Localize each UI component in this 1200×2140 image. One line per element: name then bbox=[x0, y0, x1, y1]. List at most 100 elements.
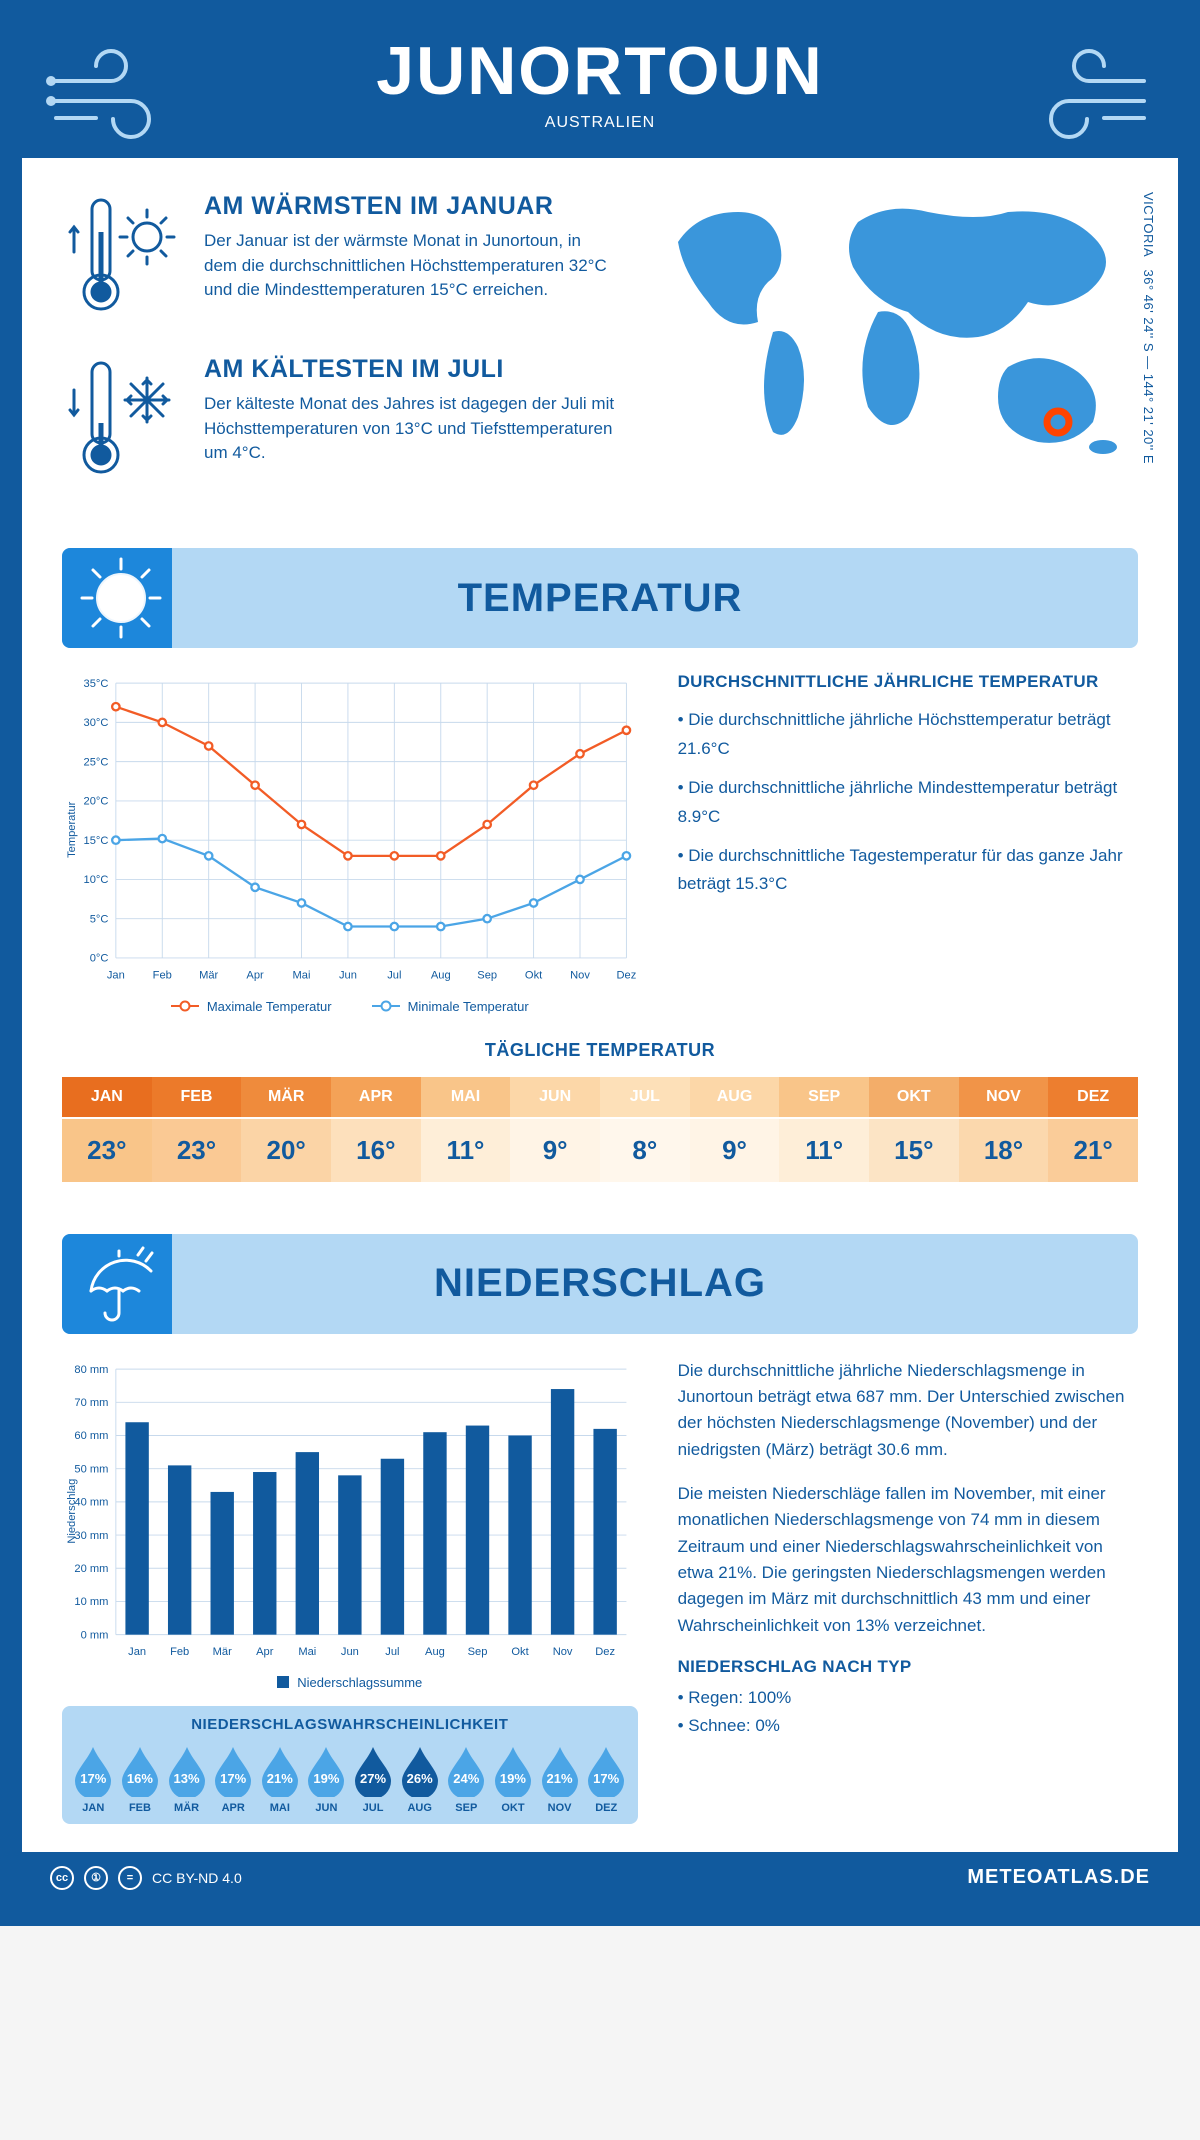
prob-drop: 13%MÄR bbox=[165, 1743, 209, 1814]
coordinates-text: VICTORIA 36° 46' 24'' S — 144° 21' 20'' … bbox=[1141, 192, 1156, 518]
svg-text:Mai: Mai bbox=[298, 1646, 316, 1658]
world-map: VICTORIA 36° 46' 24'' S — 144° 21' 20'' … bbox=[658, 192, 1138, 518]
thermometer-hot-icon bbox=[62, 192, 182, 322]
temp-table-header: MAI bbox=[421, 1077, 511, 1117]
prob-drop: 26%AUG bbox=[398, 1743, 442, 1814]
svg-text:Jul: Jul bbox=[385, 1646, 399, 1658]
svg-text:Okt: Okt bbox=[525, 969, 543, 981]
thermometer-cold-icon bbox=[62, 355, 182, 485]
prob-drop: 19%JUN bbox=[304, 1743, 348, 1814]
fact-cold-title: AM KÄLTESTEN IM JULI bbox=[204, 355, 618, 384]
daily-temp-table: JANFEBMÄRAPRMAIJUNJULAUGSEPOKTNOVDEZ23°2… bbox=[62, 1077, 1138, 1182]
temp-table-header: JAN bbox=[62, 1077, 152, 1117]
prob-drop: 16%FEB bbox=[118, 1743, 162, 1814]
temp-chart-info: DURCHSCHNITTLICHE JÄHRLICHE TEMPERATUR •… bbox=[678, 672, 1138, 1014]
temp-table-cell: 9° bbox=[510, 1117, 600, 1182]
svg-text:60 mm: 60 mm bbox=[74, 1430, 108, 1442]
temp-table-header: JUN bbox=[510, 1077, 600, 1117]
temp-table-header: APR bbox=[331, 1077, 421, 1117]
svg-text:Sep: Sep bbox=[468, 1646, 488, 1658]
prob-drop: 21%NOV bbox=[538, 1743, 582, 1814]
svg-text:35°C: 35°C bbox=[84, 678, 109, 690]
fact-warm-body: Der Januar ist der wärmste Monat in Juno… bbox=[204, 229, 618, 303]
svg-text:80 mm: 80 mm bbox=[74, 1363, 108, 1375]
fact-warm-title: AM WÄRMSTEN IM JANUAR bbox=[204, 192, 618, 221]
svg-text:25°C: 25°C bbox=[84, 756, 109, 768]
temp-table-cell: 9° bbox=[690, 1117, 780, 1182]
svg-text:Mär: Mär bbox=[213, 1646, 232, 1658]
temp-table-header: AUG bbox=[690, 1077, 780, 1117]
svg-text:30 mm: 30 mm bbox=[74, 1529, 108, 1541]
prob-drop: 17%DEZ bbox=[584, 1743, 628, 1814]
svg-text:0°C: 0°C bbox=[90, 953, 109, 965]
temp-table-cell: 8° bbox=[600, 1117, 690, 1182]
svg-text:0 mm: 0 mm bbox=[81, 1629, 109, 1641]
svg-text:Apr: Apr bbox=[256, 1646, 274, 1658]
temp-chart-legend: .legend-item:nth-child(1) .legend-swatch… bbox=[62, 999, 638, 1014]
svg-text:20°C: 20°C bbox=[84, 796, 109, 808]
header: JUNORTOUN AUSTRALIEN bbox=[22, 22, 1178, 158]
temp-table-cell: 21° bbox=[1048, 1117, 1138, 1182]
temp-table-header: OKT bbox=[869, 1077, 959, 1117]
svg-text:Dez: Dez bbox=[595, 1646, 615, 1658]
wind-icon-right bbox=[1014, 46, 1154, 146]
svg-text:Aug: Aug bbox=[431, 969, 451, 981]
svg-text:Jan: Jan bbox=[128, 1646, 146, 1658]
svg-text:Mär: Mär bbox=[199, 969, 218, 981]
prob-drop: 17%APR bbox=[211, 1743, 255, 1814]
svg-text:70 mm: 70 mm bbox=[74, 1397, 108, 1409]
prob-drop: 24%SEP bbox=[444, 1743, 488, 1814]
temp-table-cell: 23° bbox=[62, 1117, 152, 1182]
section-banner-temperature: TEMPERATUR bbox=[62, 548, 1138, 648]
prob-drop: 27%JUL bbox=[351, 1743, 395, 1814]
temperature-line-chart: 0°C5°C10°C15°C20°C25°C30°C35°CJanFebMärA… bbox=[62, 672, 638, 988]
precipitation-bar-chart: 0 mm10 mm20 mm30 mm40 mm50 mm60 mm70 mm8… bbox=[62, 1358, 638, 1664]
umbrella-icon bbox=[76, 1241, 162, 1327]
footer: cc①= CC BY-ND 4.0 METEOATLAS.DE bbox=[22, 1852, 1178, 1904]
temp-table-header: JUL bbox=[600, 1077, 690, 1117]
section-title-temp: TEMPERATUR bbox=[458, 576, 743, 621]
svg-text:Feb: Feb bbox=[153, 969, 172, 981]
svg-text:20 mm: 20 mm bbox=[74, 1563, 108, 1575]
svg-text:Jan: Jan bbox=[107, 969, 125, 981]
svg-text:Nov: Nov bbox=[553, 1646, 573, 1658]
fact-coldest: AM KÄLTESTEN IM JULI Der kälteste Monat … bbox=[62, 355, 618, 490]
prob-drop: 21%MAI bbox=[258, 1743, 302, 1814]
footer-brand: METEOATLAS.DE bbox=[967, 1866, 1150, 1889]
page-title: JUNORTOUN bbox=[22, 32, 1178, 110]
prob-drop: 17%JAN bbox=[71, 1743, 115, 1814]
temp-table-cell: 20° bbox=[241, 1117, 331, 1182]
section-banner-precip: NIEDERSCHLAG bbox=[62, 1234, 1138, 1334]
temp-table-cell: 18° bbox=[959, 1117, 1049, 1182]
temp-table-header: NOV bbox=[959, 1077, 1049, 1117]
prob-drop: 19%OKT bbox=[491, 1743, 535, 1814]
world-map-svg bbox=[658, 192, 1138, 462]
sun-icon bbox=[76, 553, 166, 643]
svg-text:Aug: Aug bbox=[425, 1646, 445, 1658]
svg-text:10°C: 10°C bbox=[84, 874, 109, 886]
temp-table-header: SEP bbox=[779, 1077, 869, 1117]
temp-table-cell: 23° bbox=[152, 1117, 242, 1182]
svg-text:Niederschlag: Niederschlag bbox=[66, 1478, 78, 1543]
precip-probability-box: NIEDERSCHLAGSWAHRSCHEINLICHKEIT 17%JAN16… bbox=[62, 1706, 638, 1824]
temp-table-header: MÄR bbox=[241, 1077, 331, 1117]
precip-info: Die durchschnittliche jährliche Niedersc… bbox=[678, 1358, 1138, 1824]
section-title-precip: NIEDERSCHLAG bbox=[434, 1261, 766, 1306]
svg-text:Apr: Apr bbox=[246, 969, 264, 981]
fact-warmest: AM WÄRMSTEN IM JANUAR Der Januar ist der… bbox=[62, 192, 618, 327]
svg-text:Feb: Feb bbox=[170, 1646, 189, 1658]
wind-icon-left bbox=[46, 46, 186, 146]
svg-text:5°C: 5°C bbox=[90, 913, 109, 925]
svg-text:Sep: Sep bbox=[477, 969, 497, 981]
svg-text:40 mm: 40 mm bbox=[74, 1496, 108, 1508]
infographic-canvas: JUNORTOUN AUSTRALIEN bbox=[0, 0, 1200, 1926]
svg-text:Jul: Jul bbox=[387, 969, 401, 981]
svg-text:Jun: Jun bbox=[339, 969, 357, 981]
svg-text:30°C: 30°C bbox=[84, 717, 109, 729]
svg-text:Jun: Jun bbox=[341, 1646, 359, 1658]
svg-text:10 mm: 10 mm bbox=[74, 1596, 108, 1608]
svg-text:Mai: Mai bbox=[293, 969, 311, 981]
svg-text:Temperatur: Temperatur bbox=[66, 801, 78, 858]
temp-table-cell: 15° bbox=[869, 1117, 959, 1182]
svg-text:Dez: Dez bbox=[617, 969, 637, 981]
